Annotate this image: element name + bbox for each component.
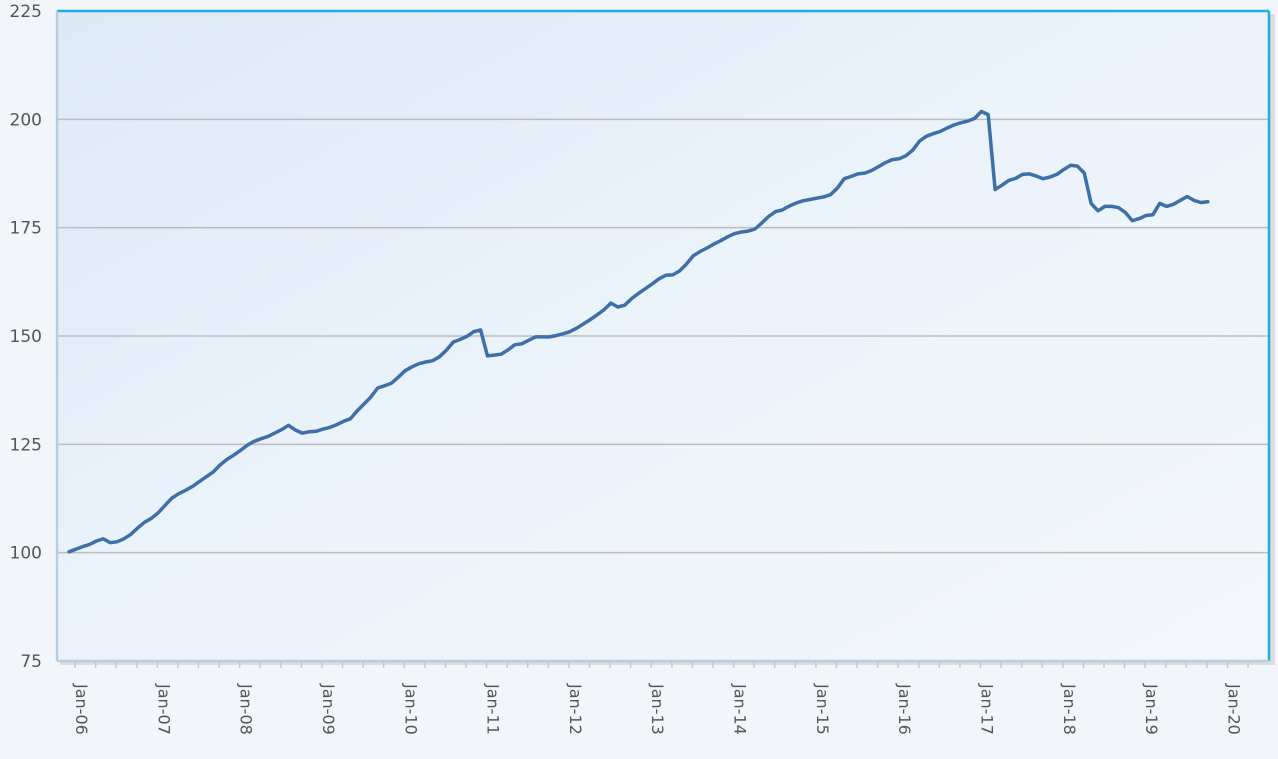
gridlines [57,118,1269,554]
x-axis-label: Jan-12 [566,683,585,735]
x-axis-label: Jan-18 [1060,683,1079,735]
x-axis-label: Jan-08 [237,683,256,735]
y-axis-label: 225 [10,2,42,22]
x-axis-label: Jan-19 [1142,683,1161,735]
x-axis-label: Jan-10 [401,683,420,735]
x-axis-label: Jan-06 [72,683,91,735]
y-axis-label: 150 [10,327,42,347]
y-axis-labels: 225 200 175 150 125 100 75 [10,2,42,672]
y-axis-label: 200 [10,110,42,130]
x-axis-label: Jan-16 [895,683,914,735]
x-axis-label: Jan-13 [648,683,667,735]
y-axis-label: 75 [20,652,42,672]
x-axis-labels: Jan-06 Jan-07 Jan-08 Jan-09 Jan-10 Jan-11 Jan-… [72,683,1243,735]
x-axis-label: Jan-17 [978,683,997,735]
y-axis-label: 125 [10,435,42,455]
y-axis-label: 175 [10,219,42,239]
data-series-line [67,109,1210,554]
x-axis-label: Jan-09 [319,683,338,735]
x-axis-label: Jan-11 [484,683,503,735]
x-axis-label: Jan-14 [731,683,750,735]
x-axis-label: Jan-15 [813,683,832,735]
y-axis-label: 100 [10,544,42,564]
x-axis-label: Jan-07 [154,683,173,735]
x-axis-ticks [74,661,1249,668]
x-axis-label: Jan-20 [1224,683,1243,735]
